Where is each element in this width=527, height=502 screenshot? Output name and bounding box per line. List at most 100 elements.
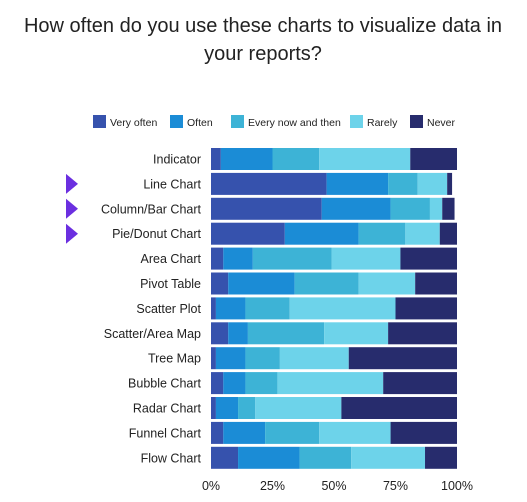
- bar-segment: [211, 272, 229, 295]
- bar-segment: [294, 272, 359, 295]
- bar-segment: [265, 421, 320, 444]
- bar-segment: [252, 247, 332, 270]
- legend-label: Never: [427, 117, 456, 129]
- category-label: Scatter Plot: [136, 302, 201, 316]
- bar-segment: [299, 446, 352, 469]
- x-tick-label: 100%: [441, 479, 473, 493]
- bar-segment: [211, 222, 285, 245]
- category-label: Pie/Donut Chart: [112, 227, 201, 241]
- chart-title-line-2: your reports?: [204, 43, 322, 65]
- bar-segment: [211, 322, 229, 345]
- highlight-arrow-icon: [66, 223, 78, 244]
- legend-label: Very often: [110, 117, 157, 129]
- x-tick-label: 0%: [202, 479, 220, 493]
- bar-row: [211, 372, 457, 395]
- bar-segment: [358, 272, 416, 295]
- bar-segment: [390, 197, 430, 220]
- bar-segment: [331, 247, 401, 270]
- bar-segment: [211, 197, 322, 220]
- legend-label: Often: [187, 117, 213, 129]
- bar-row: [211, 397, 457, 419]
- bar-segment: [415, 272, 457, 295]
- bar-segment: [417, 172, 448, 195]
- bar-row: [211, 197, 455, 220]
- bar-segment: [447, 172, 453, 195]
- legend-item: Rarely: [350, 115, 398, 129]
- bar-segment: [220, 148, 273, 170]
- category-labels: Indicator Line Chart Column/Bar Chart Pie/D…: [101, 153, 202, 466]
- bar-row: [211, 172, 453, 195]
- legend-label: Rarely: [367, 117, 398, 129]
- highlight-arrow-icon: [66, 198, 78, 219]
- legend-item: Every now and then: [231, 115, 341, 129]
- bar-segment: [211, 372, 224, 395]
- bar-row: [211, 446, 457, 469]
- bar-segment: [388, 322, 457, 345]
- category-label: Tree Map: [148, 352, 201, 366]
- bar-segment: [247, 322, 325, 345]
- bar-row: [211, 322, 457, 345]
- bar-segment: [211, 148, 221, 170]
- legend-item: Never: [410, 115, 456, 129]
- bar-segment: [383, 372, 457, 395]
- x-tick-label: 25%: [260, 479, 285, 493]
- category-label: Pivot Table: [140, 277, 201, 291]
- bar-segment: [410, 148, 457, 170]
- bar-segment: [245, 297, 290, 320]
- bar-segment: [429, 197, 443, 220]
- bar-segment: [326, 172, 389, 195]
- bar-segment: [272, 148, 320, 170]
- bar-segment: [439, 222, 457, 245]
- bar-row: [211, 148, 457, 170]
- category-label: Bubble Chart: [128, 377, 201, 391]
- legend-item: Often: [170, 115, 213, 129]
- bar-segment: [358, 222, 406, 245]
- bar-segment: [405, 222, 440, 245]
- bar-segment: [279, 347, 349, 370]
- bar-segment: [223, 421, 266, 444]
- bar-segment: [324, 322, 389, 345]
- bar-segment: [341, 397, 457, 419]
- bar-segment: [395, 297, 457, 320]
- bar-row: [211, 297, 457, 320]
- bar-segment: [238, 446, 300, 469]
- chart-title: How often do you use these charts to vis…: [24, 15, 502, 65]
- x-tick-label: 50%: [321, 479, 346, 493]
- category-label: Indicator: [153, 153, 201, 167]
- bar-segment: [223, 372, 246, 395]
- bar-segment: [319, 148, 411, 170]
- bar-segment: [442, 197, 455, 220]
- bar-segment: [289, 297, 396, 320]
- bar-segment: [215, 347, 246, 370]
- bar-segment: [211, 421, 224, 444]
- bar-segment: [238, 397, 256, 419]
- legend-item: Very often: [93, 115, 157, 129]
- bar-segment: [245, 372, 278, 395]
- bar-segment: [215, 397, 239, 419]
- bar-segment: [255, 397, 342, 419]
- bar-segment: [277, 372, 384, 395]
- legend-label: Every now and then: [248, 117, 341, 129]
- bar-row: [211, 272, 457, 295]
- bar-segment: [321, 197, 391, 220]
- x-tick-label: 75%: [383, 479, 408, 493]
- bar-segment: [223, 247, 253, 270]
- bar-segment: [390, 421, 457, 444]
- bar-segment: [319, 421, 391, 444]
- bar-segment: [388, 172, 418, 195]
- category-label: Scatter/Area Map: [104, 327, 201, 341]
- bar-segment: [215, 297, 246, 320]
- legend: Very often Often Every now and then Rarely N…: [93, 115, 456, 129]
- category-label: Radar Chart: [133, 402, 202, 416]
- bar-segment: [245, 347, 280, 370]
- category-label: Line Chart: [143, 177, 201, 191]
- bar-segment: [348, 347, 457, 370]
- category-label: Column/Bar Chart: [101, 202, 202, 216]
- legend-swatch: [93, 115, 106, 128]
- legend-swatch: [170, 115, 183, 128]
- bar-segment: [425, 446, 457, 469]
- bar-segment: [400, 247, 457, 270]
- bar-segment: [211, 297, 216, 320]
- highlight-arrow-icon: [66, 173, 78, 194]
